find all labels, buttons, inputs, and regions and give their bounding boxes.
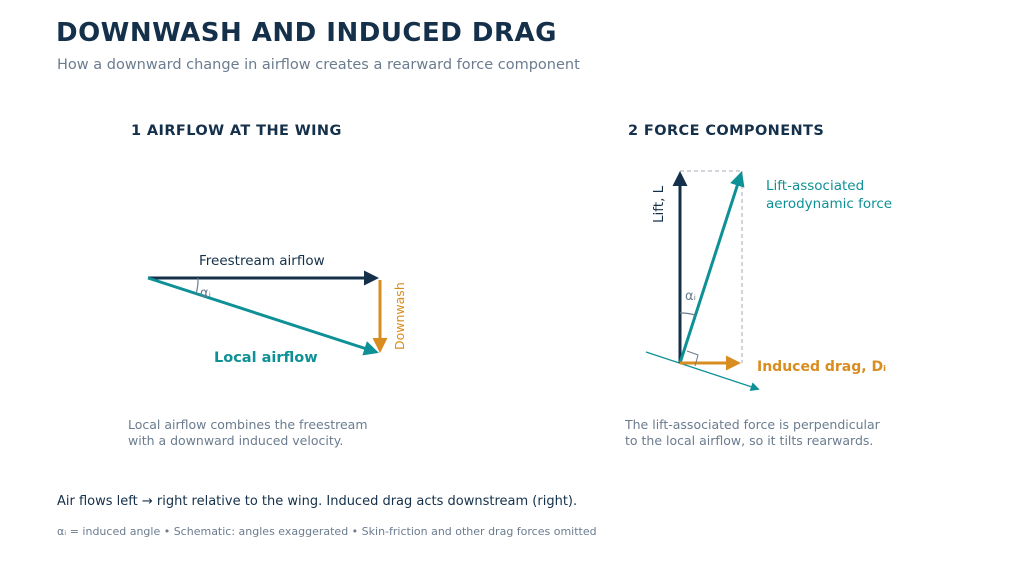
- induced-angle-label: αᵢ: [200, 286, 211, 301]
- right-angle-marker: [686, 350, 699, 367]
- panel-1-caption-line1: Local airflow combines the freestream: [128, 417, 368, 432]
- panel-1-diagram: αᵢ Freestream airflow Local airflow Down…: [147, 253, 407, 366]
- force-angle-arc: [679, 312, 696, 316]
- aerodynamic-force-arrow: [678, 171, 745, 364]
- panel-1-caption: Local airflow combines the freestream wi…: [128, 417, 368, 449]
- freestream-label: Freestream airflow: [199, 253, 325, 269]
- page-subtitle: How a downward change in airflow creates…: [57, 57, 580, 73]
- aerodynamic-force-label-line2: aerodynamic force: [766, 196, 892, 212]
- footer-main-text: Air flows left → right relative to the w…: [57, 494, 578, 509]
- page-title: DOWNWASH AND INDUCED DRAG: [56, 18, 557, 48]
- local-airflow-label: Local airflow: [214, 350, 318, 366]
- panel-2-caption-line2: to the local airflow, so it tilts rearwa…: [625, 433, 874, 448]
- panel-2-heading: 2 FORCE COMPONENTS: [628, 123, 825, 139]
- downwash-label: Downwash: [392, 282, 407, 350]
- aerodynamic-force-label-line1: Lift-associated: [766, 178, 864, 194]
- force-angle-label: αᵢ: [685, 289, 696, 304]
- panel-1-heading: 1 AIRFLOW AT THE WING: [131, 123, 342, 139]
- lift-label: Lift, L: [651, 185, 667, 223]
- panel-2-caption-line1: The lift-associated force is perpendicul…: [625, 417, 880, 432]
- panel-2-caption: The lift-associated force is perpendicul…: [625, 417, 880, 449]
- local-airflow-arrow: [147, 276, 379, 356]
- induced-angle-arc: [195, 277, 199, 295]
- induced-drag-label: Induced drag, Dᵢ: [757, 359, 886, 375]
- local-airflow-line: [645, 351, 760, 392]
- footer-note-text: αᵢ = induced angle • Schematic: angles e…: [57, 525, 597, 538]
- panel-1-caption-line2: with a downward induced velocity.: [128, 433, 344, 448]
- panel-2-diagram: αᵢ Lift, L Lift-associated aerodynamic f…: [645, 170, 892, 392]
